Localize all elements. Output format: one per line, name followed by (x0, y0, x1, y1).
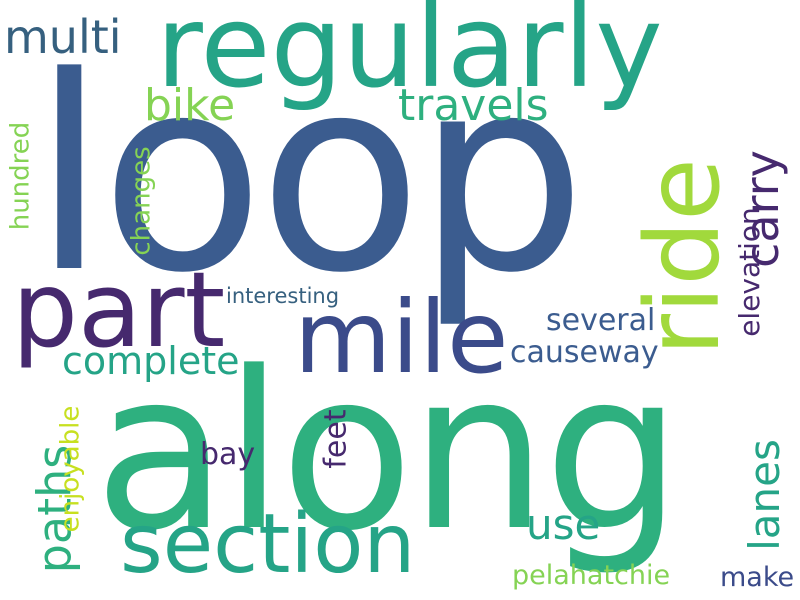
word-mile: mile (294, 279, 509, 396)
word-make: make (720, 562, 795, 593)
word-lanes: lanes (739, 439, 789, 551)
word-part: part (12, 249, 226, 371)
word-changes: changes (126, 146, 157, 256)
word-travels: travels (398, 80, 549, 131)
word-use: use (526, 500, 601, 549)
word-hundred: hundred (5, 121, 36, 231)
word-regularly: regularly (156, 0, 663, 113)
word-bay: bay (200, 437, 256, 472)
word-causeway: causeway (510, 335, 659, 370)
word-loop: loop (32, 20, 587, 332)
word-enjoyable: enjoyable (55, 405, 86, 533)
word-multi: multi (4, 10, 122, 64)
word-along: along (94, 326, 682, 579)
word-ride: ride (623, 158, 743, 356)
word-complete: complete (62, 339, 240, 383)
word-bike: bike (144, 80, 236, 131)
word-feet: feet (318, 409, 354, 469)
word-several: several (546, 303, 656, 338)
word-pelahatchie: pelahatchie (512, 560, 671, 591)
word-interesting: interesting (226, 284, 340, 308)
word-section: section (120, 497, 416, 592)
word-elevation: elevation (732, 207, 766, 337)
